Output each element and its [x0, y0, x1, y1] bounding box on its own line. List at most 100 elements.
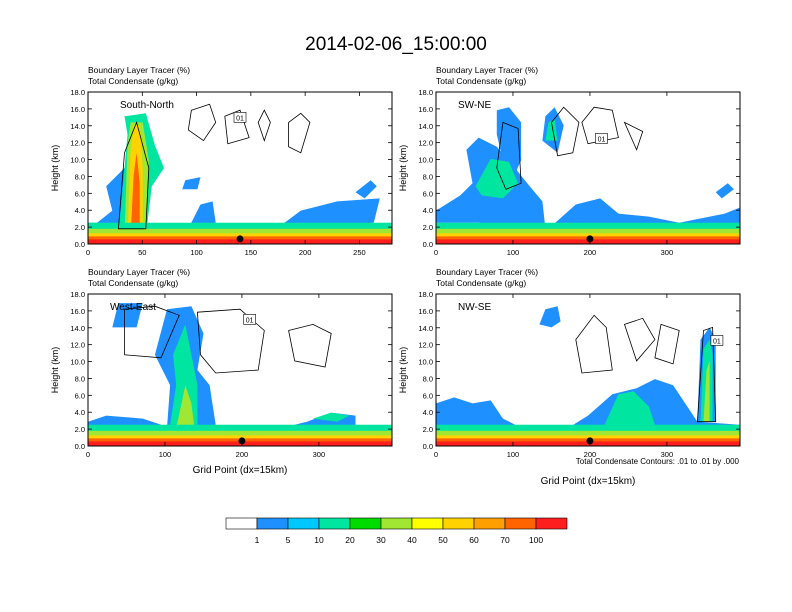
field-region [188, 201, 216, 229]
colorbar-swatch [318, 517, 351, 530]
x-tick-label: 200 [236, 450, 249, 459]
condensate-contours [575, 314, 717, 423]
y-tick-label: 18.0 [70, 290, 85, 299]
plot-frame [435, 91, 741, 245]
panel-subtitle-tracer: Boundary Layer Tracer (%) [88, 267, 190, 277]
plot-frame [87, 91, 393, 245]
y-tick-label: 14.0 [70, 122, 85, 131]
colorbar-swatch [442, 517, 475, 530]
contour-label-box [595, 133, 608, 144]
y-tick-label: 4.0 [75, 206, 85, 215]
condensate-contours [496, 106, 644, 190]
x-tick-label: 200 [584, 248, 597, 257]
y-tick-label: 18.0 [70, 88, 85, 97]
x-tick-label: 50 [138, 248, 146, 257]
x-tick-label: 200 [584, 450, 597, 459]
contour-line [696, 326, 717, 423]
y-tick-label: 18.0 [418, 88, 433, 97]
contour-line [575, 314, 613, 374]
y-tick-label: 4.0 [423, 206, 433, 215]
panel-subtitle-tracer: Boundary Layer Tracer (%) [436, 267, 538, 277]
x-tick-label: 250 [353, 248, 366, 257]
y-tick-label: 14.0 [70, 324, 85, 333]
y-tick-label: 8.0 [75, 172, 85, 181]
colorbar-swatch [380, 517, 413, 530]
y-tick-label: 6.0 [423, 391, 433, 400]
contour-label-box [710, 335, 724, 346]
panels: 010.02.04.06.08.010.012.014.016.018.00 50… [50, 65, 741, 487]
colorbar-label: 70 [500, 535, 510, 545]
y-axis-label: Height (km) [398, 145, 408, 192]
field-shading [436, 107, 740, 244]
contour-label: 01 [236, 115, 244, 122]
colorbar-label: 10 [314, 535, 324, 545]
y-tick-label: 2.0 [423, 223, 433, 232]
contour-line [117, 121, 150, 230]
panel-label: South-North [120, 100, 174, 111]
y-tick-label: 6.0 [75, 189, 85, 198]
x-tick-label: 100 [507, 450, 520, 459]
y-tick-label: 2.0 [423, 425, 433, 434]
contour-line [654, 323, 680, 365]
x-tick-label: 300 [313, 450, 326, 459]
field-region [176, 385, 195, 428]
y-tick-label: 4.0 [75, 408, 85, 417]
contour-line [288, 323, 332, 368]
colorbar-label: 30 [376, 535, 386, 545]
x-tick-label: 300 [661, 248, 674, 257]
contour-label-box [243, 314, 256, 325]
panel-subtitle-condensate: Total Condensate (g/kg) [88, 76, 178, 86]
panel-1: 01 0.0 2.0 4.0 6.0 8.0 10.0 12.0 14.0 16.0 18.0 0 50… [50, 65, 393, 257]
y-tick-label: 16.0 [418, 105, 433, 114]
x-tick-label: 0 [434, 248, 438, 257]
contour-line [581, 106, 619, 145]
y-tick-label: 8.0 [423, 172, 433, 181]
field-region [130, 152, 140, 237]
field-region [703, 360, 710, 422]
y-tick-label: 16.0 [70, 307, 85, 316]
location-marker [236, 235, 244, 243]
y-tick-label: 12.0 [418, 139, 433, 148]
y-axis-label: Height (km) [50, 145, 60, 192]
field-region [313, 412, 350, 422]
x-tick-label: 300 [661, 450, 674, 459]
colorbar-label: 50 [438, 535, 448, 545]
panel-2: 01 0.0 2.0 4.0 6.0 8.0 10.0 12.0 14.0 16.0 18.0 0 10… [398, 65, 741, 257]
field-region [539, 306, 561, 328]
footnote: Total Condensate Contours: .01 to .01 by… [576, 457, 740, 466]
contour-line [257, 109, 271, 142]
y-tick-label: 0.0 [423, 442, 433, 451]
contour-label-box [233, 112, 247, 123]
y-tick-label: 12.0 [418, 341, 433, 350]
y-tick-label: 10.0 [418, 358, 433, 367]
y-tick-label: 4.0 [423, 408, 433, 417]
colorbar-swatch [256, 517, 289, 530]
x-tick-label: 100 [507, 248, 520, 257]
panel-subtitle-tracer: Boundary Layer Tracer (%) [88, 65, 190, 75]
contour-line [196, 308, 265, 374]
contour-line [496, 121, 522, 190]
x-axis-label: Grid Point (dx=15km) [193, 465, 288, 476]
panel-3: 01 0.0 2.0 4.0 6.0 8.0 10.0 12.0 14.0 16.0 18.0 0 10… [50, 267, 393, 476]
x-tick-label: 150 [245, 248, 258, 257]
y-tick-label: 2.0 [75, 425, 85, 434]
contour-line [623, 121, 644, 151]
field-region [715, 183, 734, 199]
field-shading [436, 306, 740, 446]
panel-label: NW-SE [458, 302, 491, 313]
y-tick-label: 14.0 [418, 324, 433, 333]
contour-label: 01 [246, 317, 254, 324]
field-shading [88, 303, 392, 446]
contour-line [187, 103, 217, 142]
colorbar-label: 20 [345, 535, 355, 545]
y-tick-label: 10.0 [418, 156, 433, 165]
panel-subtitle-tracer: Boundary Layer Tracer (%) [436, 65, 538, 75]
colorbar-swatch [473, 517, 506, 530]
y-tick-label: 12.0 [70, 139, 85, 148]
x-tick-label: 0 [86, 450, 90, 459]
contour-line [623, 317, 656, 362]
figure-title: 2014-02-06_15:00:00 [305, 34, 487, 55]
y-tick-label: 8.0 [75, 374, 85, 383]
x-tick-label: 100 [159, 450, 172, 459]
